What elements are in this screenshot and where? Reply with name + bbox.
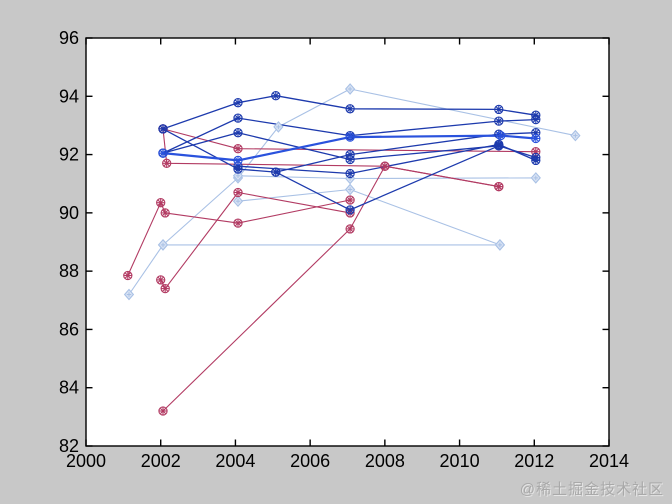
y-tick-label: 82 [59, 436, 79, 456]
y-tick-label: 92 [59, 145, 79, 165]
x-tick-label: 2000 [66, 451, 106, 471]
x-tick-label: 2008 [365, 451, 405, 471]
y-tick-label: 88 [59, 261, 79, 281]
x-tick-label: 2010 [440, 451, 480, 471]
x-tick-label: 2014 [589, 451, 629, 471]
series-line-red-4 [162, 128, 499, 188]
markers-bright-blue-1 [158, 130, 541, 166]
axes-box [85, 37, 610, 447]
axis-tick-labels: 2000 2002 2004 2006 2008 2010 2012 2014 82 84 86 88… [59, 28, 629, 471]
markers-red-2 [123, 195, 355, 281]
watermark: @稀土掘金技术社区 [519, 481, 664, 498]
x-tick-label: 2006 [290, 451, 330, 471]
series-line-red-3 [160, 191, 351, 290]
axis-ticks [85, 37, 610, 447]
series-markers [123, 83, 581, 416]
y-tick-label: 90 [59, 203, 79, 223]
series-line-light-blue-1 [128, 88, 576, 295]
x-tick-label: 2012 [514, 451, 554, 471]
y-tick-label: 86 [59, 319, 79, 339]
x-tick-label: 2004 [215, 451, 255, 471]
series-line-dark-blue-1 [162, 95, 536, 130]
markers-dark-blue-6 [271, 141, 504, 215]
y-tick-label: 96 [59, 28, 79, 48]
x-tick-label: 2002 [141, 451, 181, 471]
series-line-dark-blue-5 [237, 143, 537, 175]
markers-light-blue-4 [157, 239, 506, 251]
y-tick-label: 94 [59, 86, 79, 106]
y-tick-label: 84 [59, 378, 79, 398]
